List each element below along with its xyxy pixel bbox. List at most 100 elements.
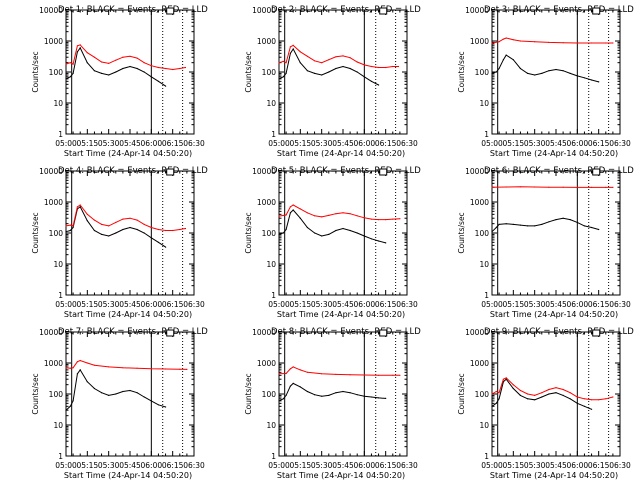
- data-point: [79, 369, 81, 371]
- data-point: [527, 393, 529, 395]
- y-axis-label: Counts/sec: [244, 212, 253, 253]
- x-tick-label: 05:45: [332, 461, 354, 470]
- y-tick-label: 10: [479, 260, 489, 269]
- data-point: [605, 186, 607, 188]
- series-line: [278, 382, 386, 402]
- x-tick-label: 05:15: [503, 300, 525, 309]
- data-point: [363, 374, 365, 376]
- data-point: [349, 57, 351, 59]
- data-point: [306, 55, 308, 57]
- y-tick-label: 10000: [252, 167, 276, 176]
- plot-frame: [491, 9, 621, 135]
- y-tick-label: 1: [58, 291, 63, 300]
- x-axis-label: Start Time (24-Apr-14 04:50:20): [277, 149, 405, 158]
- data-point: [548, 393, 550, 395]
- plot-frame: [278, 9, 408, 135]
- data-point: [278, 62, 280, 64]
- data-point: [491, 186, 493, 188]
- x-tick-label: 06:15: [588, 461, 610, 470]
- data-point: [328, 71, 330, 73]
- x-tick-label: 05:15: [290, 300, 312, 309]
- data-point: [385, 242, 387, 244]
- data-point: [150, 368, 152, 370]
- chart-panel: Det 9: BLACK = Events, RED = LLD 1 10 100 10…: [457, 327, 634, 480]
- data-point: [399, 374, 401, 376]
- data-point: [314, 232, 316, 234]
- y-tick-label: 1: [58, 130, 63, 139]
- data-point: [335, 229, 337, 232]
- data-point: [165, 85, 167, 87]
- data-series: [65, 359, 188, 370]
- data-point: [122, 390, 124, 393]
- data-point: [306, 70, 308, 72]
- data-point: [583, 398, 586, 400]
- y-tick-label: 1: [484, 130, 489, 139]
- y-tick-label: 100: [49, 68, 64, 77]
- x-tick-label: 05:00: [481, 139, 503, 148]
- chart-title: Det 3: BLACK = Events, RED = LLD: [484, 5, 634, 15]
- data-point: [157, 80, 159, 82]
- data-point: [335, 67, 337, 70]
- data-point: [289, 385, 291, 387]
- data-point: [527, 398, 529, 400]
- flag-box-icon: [379, 329, 388, 337]
- y-axis-label: Counts/sec: [31, 373, 40, 414]
- data-point: [576, 42, 578, 44]
- data-point: [282, 398, 284, 400]
- data-series: [491, 186, 614, 188]
- data-point: [591, 79, 593, 81]
- y-tick-label: 1: [271, 452, 276, 461]
- x-tick-label: 06:30: [609, 300, 631, 309]
- y-tick-label: 1000: [44, 37, 63, 46]
- data-series: [491, 217, 600, 233]
- data-point: [495, 71, 497, 73]
- data-point: [115, 71, 117, 73]
- data-point: [86, 62, 88, 64]
- chart-title: Det 1: BLACK = Events, RED = LLD: [58, 5, 208, 15]
- y-tick-label: 10000: [465, 328, 489, 337]
- x-tick-label: 05:30: [98, 300, 120, 309]
- data-point: [129, 226, 131, 229]
- data-point: [335, 392, 337, 394]
- data-point: [491, 231, 493, 233]
- y-axis-label: Counts/sec: [31, 212, 40, 253]
- data-point: [321, 74, 323, 76]
- chart-title: Det 5: BLACK = Events, RED = LLD: [271, 166, 421, 176]
- data-point: [605, 42, 607, 44]
- y-tick-label: 100: [49, 229, 64, 238]
- data-point: [519, 186, 522, 188]
- data-point: [505, 223, 507, 225]
- y-tick-label: 10000: [39, 167, 63, 176]
- data-point: [179, 67, 181, 70]
- data-point: [278, 78, 280, 80]
- data-point: [122, 218, 124, 220]
- data-point: [548, 41, 550, 44]
- y-tick-label: 10: [266, 99, 276, 108]
- y-tick-label: 100: [475, 390, 490, 399]
- x-tick-label: 05:45: [545, 300, 567, 309]
- y-tick-label: 10: [53, 260, 63, 269]
- flag-box-icon: [592, 168, 601, 176]
- data-point: [378, 374, 380, 376]
- chart-panel: Det 2: BLACK = Events, RED = LLD 1 10 100 10…: [244, 5, 421, 158]
- y-tick-label: 1000: [257, 359, 276, 368]
- data-point: [93, 219, 95, 221]
- plot-frame: [65, 9, 195, 135]
- data-point: [179, 228, 181, 231]
- data-point: [498, 41, 500, 43]
- x-tick-label: 06:30: [609, 461, 631, 470]
- data-point: [69, 229, 71, 232]
- x-tick-label: 06:15: [588, 300, 610, 309]
- data-point: [576, 402, 578, 404]
- flag-box-icon: [166, 168, 175, 176]
- data-point: [69, 224, 71, 226]
- data-point: [129, 55, 131, 57]
- y-tick-label: 100: [49, 390, 64, 399]
- data-point: [289, 212, 291, 214]
- data-point: [591, 186, 593, 188]
- data-point: [101, 392, 103, 394]
- y-tick-label: 1: [484, 452, 489, 461]
- data-point: [562, 186, 564, 188]
- y-tick-label: 1000: [257, 37, 276, 46]
